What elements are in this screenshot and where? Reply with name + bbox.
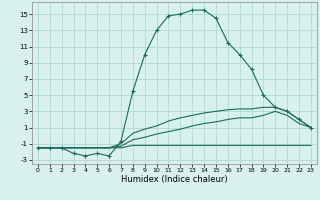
X-axis label: Humidex (Indice chaleur): Humidex (Indice chaleur) [121, 175, 228, 184]
